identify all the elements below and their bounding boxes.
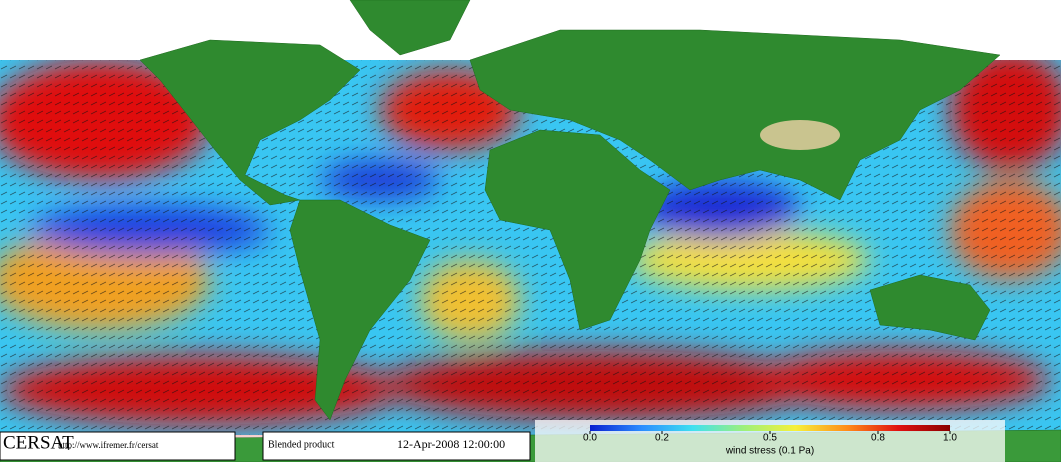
url[interactable]: http://www.ifremer.fr/cersat <box>58 440 159 450</box>
logo-box <box>0 431 236 461</box>
colorbar-tick-label: 1.0 <box>943 433 957 444</box>
colorbar <box>590 425 950 431</box>
date: 12-Apr-2008 12:00:00 <box>397 437 505 451</box>
colorbar-tick-label: 0.5 <box>763 433 777 444</box>
colorbar-tick-label: 0.8 <box>871 433 885 444</box>
colorbar-tick-label: 0.2 <box>655 433 669 444</box>
product: Blended product <box>268 439 335 450</box>
logo: CERSAT <box>3 432 74 453</box>
product-box <box>262 431 531 461</box>
colorbar-tick-label: 0.0 <box>583 433 597 444</box>
colorbar-label: wind stress (0.1 Pa) <box>725 446 814 457</box>
